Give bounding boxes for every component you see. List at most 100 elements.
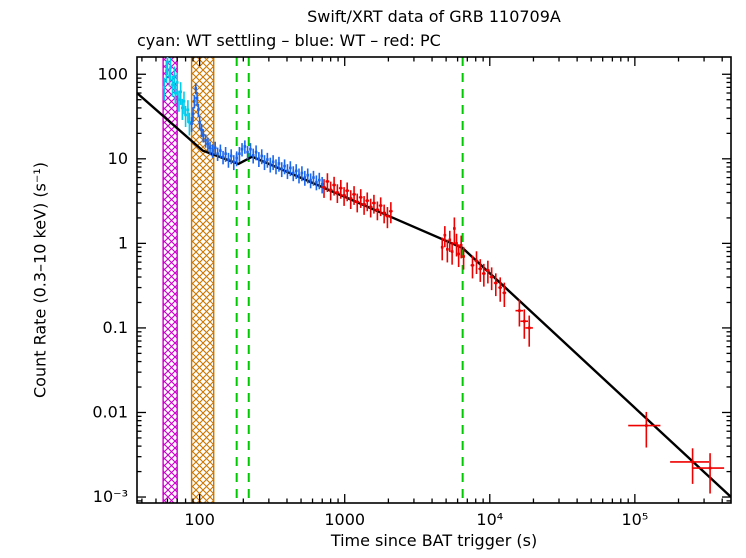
data-point — [645, 424, 648, 427]
data-point — [260, 154, 264, 158]
data-point — [320, 182, 324, 186]
data-point — [200, 128, 203, 132]
data-point — [181, 106, 184, 110]
data-point — [240, 147, 244, 151]
data-point — [329, 188, 332, 192]
y-tick-label: 0.1 — [103, 318, 128, 337]
y-tick-label: 10 — [108, 149, 128, 168]
data-point — [297, 173, 301, 177]
data-point — [450, 250, 454, 253]
data-point — [365, 199, 369, 202]
data-point — [211, 149, 214, 152]
data-point — [362, 202, 366, 206]
data-point — [389, 209, 393, 213]
data-point — [339, 186, 343, 190]
data-point — [257, 157, 261, 161]
data-point — [194, 87, 198, 90]
data-point — [193, 99, 196, 103]
data-point — [336, 191, 339, 194]
x-tick-label: 1000 — [324, 510, 365, 529]
data-point — [274, 164, 278, 168]
y-tick-label: 1 — [118, 233, 128, 252]
data-point — [471, 264, 474, 267]
data-point — [289, 166, 292, 170]
data-point — [342, 194, 346, 197]
data-point — [294, 169, 298, 173]
data-point — [523, 319, 526, 323]
x-tick-label: 10⁵ — [621, 510, 648, 529]
data-point — [309, 178, 312, 182]
data-point — [206, 142, 210, 146]
band-settling-interval — [162, 57, 178, 503]
data-point — [455, 242, 458, 245]
data-point — [448, 238, 452, 242]
data-point — [266, 158, 269, 161]
data-point — [303, 176, 307, 179]
data-point — [238, 152, 241, 155]
data-point — [188, 121, 191, 124]
data-point — [198, 121, 201, 124]
y-tick-label: 0.01 — [92, 402, 128, 421]
data-point — [527, 326, 531, 330]
data-point — [162, 86, 166, 89]
data-point — [277, 162, 281, 165]
data-point — [382, 211, 386, 215]
data-point — [345, 189, 349, 192]
data-point — [202, 133, 205, 137]
data-point — [263, 160, 266, 164]
data-point — [317, 178, 321, 182]
data-point — [369, 205, 372, 209]
data-point — [174, 91, 177, 95]
data-point — [283, 164, 286, 168]
data-point — [249, 147, 252, 151]
data-point — [175, 81, 179, 84]
data-point — [173, 74, 176, 78]
data-point — [219, 149, 222, 152]
data-point — [453, 227, 456, 230]
data-point — [271, 160, 275, 164]
data-point — [280, 167, 284, 171]
data-point — [291, 171, 295, 175]
data-point — [286, 169, 289, 173]
data-point — [691, 460, 694, 464]
data-point — [355, 200, 359, 204]
x-axis-label: Time since BAT trigger (s) — [330, 531, 538, 550]
series-wt — [190, 83, 324, 194]
data-point — [191, 112, 195, 116]
axis-ticks — [137, 57, 731, 503]
chart-title: Swift/XRT data of GRB 110709A — [307, 7, 561, 26]
data-point — [478, 267, 482, 271]
data-point — [197, 108, 200, 112]
data-point — [518, 309, 521, 312]
data-point — [190, 122, 193, 126]
data-point — [227, 158, 230, 161]
data-point — [462, 255, 465, 258]
data-point — [386, 214, 389, 218]
data-point — [322, 186, 326, 189]
data-point — [224, 152, 227, 155]
data-point — [254, 150, 258, 154]
chart-legend-subtitle: cyan: WT settling – blue: WT – red: PC — [137, 31, 441, 50]
y-axis-label: Count Rate (0.3–10 keV) (s⁻¹) — [30, 162, 50, 398]
data-point — [179, 90, 182, 94]
data-point — [376, 208, 379, 212]
data-point — [243, 145, 247, 148]
data-point — [494, 281, 498, 285]
data-point — [235, 156, 238, 160]
data-point — [490, 275, 493, 279]
series-pc — [322, 173, 725, 494]
data-point — [171, 83, 174, 87]
data-point — [169, 66, 172, 69]
y-tick-label: 10⁻³ — [93, 487, 128, 506]
data-point — [349, 197, 353, 200]
data-point — [443, 233, 447, 237]
data-point — [229, 154, 233, 158]
data-point — [208, 146, 212, 150]
data-point — [165, 69, 168, 73]
data-point — [221, 155, 225, 159]
data-point — [246, 150, 249, 154]
data-point — [177, 98, 181, 102]
data-point — [379, 204, 382, 207]
data-point — [204, 139, 207, 142]
